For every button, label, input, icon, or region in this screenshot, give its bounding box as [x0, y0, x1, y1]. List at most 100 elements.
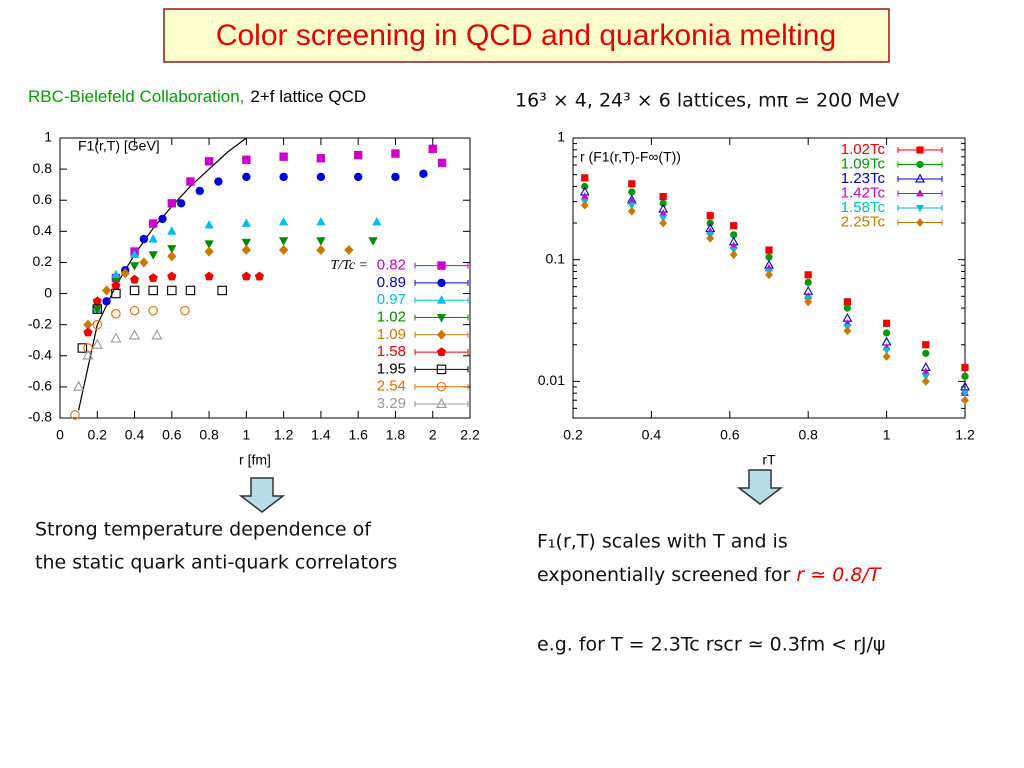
- x-tick-label: 2.2: [460, 427, 480, 443]
- data-point: [102, 297, 111, 306]
- legend-label: 2.54: [377, 378, 406, 395]
- data-point: [241, 245, 251, 255]
- legend-label: 0.82: [377, 257, 406, 274]
- data-point: [368, 237, 378, 246]
- data-point: [241, 218, 251, 227]
- data-point: [659, 199, 667, 208]
- legend-marker: [916, 205, 924, 213]
- data-point: [167, 245, 177, 254]
- data-point: [316, 172, 326, 182]
- data-point: [83, 319, 93, 330]
- data-point: [843, 326, 852, 336]
- arrow-down: [238, 477, 286, 513]
- data-point: [659, 215, 668, 223]
- legend-marker: [916, 218, 924, 227]
- data-point: [765, 253, 773, 261]
- y-tick-label: -0.6: [28, 378, 52, 394]
- arrow-down: [736, 469, 784, 505]
- data-point: [148, 285, 158, 296]
- data-point: [843, 304, 852, 312]
- data-point: [204, 220, 214, 229]
- header-left: RBC-Bielefeld Collaboration, 2+f lattice …: [28, 87, 366, 106]
- data-point: [242, 172, 251, 182]
- data-point: [92, 296, 102, 306]
- x-tick-label: 2: [429, 427, 437, 443]
- y-tick-label: 0.2: [33, 253, 53, 269]
- y-tick-label: 1: [557, 129, 565, 145]
- data-point: [659, 218, 668, 228]
- legend-label: 1.09: [377, 326, 406, 343]
- x-tick-label: 1.6: [348, 427, 368, 443]
- data-point: [765, 246, 773, 254]
- data-point: [217, 285, 227, 296]
- legend-label: 0.89: [377, 274, 406, 291]
- data-point: [148, 305, 158, 316]
- data-point: [353, 150, 363, 160]
- legend-marker: [916, 160, 924, 169]
- data-point: [628, 180, 636, 188]
- data-point: [804, 278, 812, 287]
- data-point: [180, 305, 190, 316]
- legend-marker: [436, 381, 447, 392]
- data-point: [148, 251, 158, 260]
- data-point: [765, 270, 773, 280]
- data-point: [316, 245, 326, 255]
- data-point: [129, 285, 140, 296]
- data-point: [729, 241, 738, 249]
- legend-label: 1.23Tc: [841, 170, 886, 187]
- data-point: [77, 343, 88, 353]
- data-point: [129, 249, 140, 258]
- data-point: [167, 251, 177, 262]
- note-right-line: F₁(r,T) scales with T and is: [537, 531, 788, 553]
- x-tick-label: 0.6: [162, 427, 182, 443]
- legend-label: 1.58Tc: [841, 199, 886, 216]
- data-point: [961, 395, 969, 405]
- x-tick-label: 1.8: [386, 427, 406, 443]
- data-point: [111, 288, 121, 299]
- x-tick-label: 0.2: [88, 427, 108, 443]
- legend-label: 3.29: [377, 395, 406, 412]
- data-point: [730, 222, 738, 230]
- data-point: [316, 237, 326, 246]
- method: 2+f lattice QCD: [250, 87, 366, 106]
- data-point: [706, 233, 715, 243]
- data-point: [883, 319, 891, 327]
- data-point: [176, 199, 186, 208]
- data-point: [130, 274, 140, 284]
- note-text: exponentially screened for: [537, 564, 796, 586]
- y-tick-label: -0.8: [28, 409, 52, 425]
- data-point: [580, 192, 589, 200]
- legend-label: 1.09Tc: [841, 155, 886, 172]
- x-tick-label: 0.4: [642, 427, 662, 443]
- data-point: [167, 285, 177, 296]
- data-point: [195, 186, 204, 196]
- legend-label: 1.95: [377, 360, 406, 377]
- data-point: [804, 297, 813, 307]
- data-point: [353, 172, 363, 182]
- note-left-line: Strong temperature dependence of: [35, 519, 372, 541]
- x-tick-label: 1.2: [955, 427, 975, 443]
- header-right: 16³ × 4, 24³ × 6 lattices, mπ ≃ 200 MeV: [515, 90, 899, 112]
- data-point: [372, 217, 382, 226]
- plot-frame: [572, 137, 966, 419]
- data-point: [102, 285, 112, 296]
- data-point: [204, 271, 214, 281]
- data-point: [627, 202, 636, 210]
- data-point: [659, 192, 667, 201]
- legend-marker: [436, 329, 447, 340]
- data-point: [242, 155, 251, 164]
- data-point: [167, 226, 177, 235]
- data-point: [961, 363, 969, 372]
- data-point: [204, 240, 214, 249]
- x-tick-label: 1.4: [311, 427, 331, 443]
- legend-marker: [437, 261, 446, 270]
- data-point: [129, 262, 140, 271]
- x-tick-label: 0.6: [720, 427, 740, 443]
- note-left-line: the static quark anti-quark correlators: [35, 552, 397, 574]
- data-point: [961, 372, 969, 380]
- x-axis-label: rT: [762, 452, 776, 468]
- data-point: [128, 329, 141, 340]
- data-point: [316, 154, 326, 163]
- data-point: [961, 390, 969, 398]
